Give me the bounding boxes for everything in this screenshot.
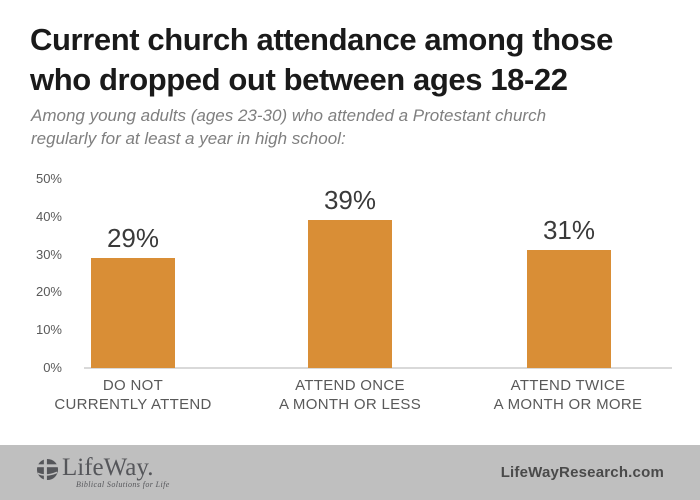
lifeway-globe-cross-icon	[36, 458, 59, 481]
chart-subtitle-line2: regularly for at least a year in high sc…	[31, 129, 346, 148]
chart-title-line1: Current church attendance among those	[30, 22, 613, 57]
lifeway-logo-tagline: Biblical Solutions for Life	[76, 480, 170, 489]
chart-subtitle: Among young adults (ages 23-30) who atte…	[31, 104, 651, 150]
bar-value-label: 29%	[106, 223, 160, 253]
x-label-line: ATTEND TWICE	[510, 377, 626, 394]
bar-value-label: 39%	[323, 185, 377, 215]
chart-subtitle-line1: Among young adults (ages 23-30) who atte…	[31, 106, 547, 125]
x-label-line: ATTEND ONCE	[295, 377, 405, 394]
y-tick-40: 40%	[35, 209, 62, 224]
bar-group-once-a-month-or-less: 39%	[308, 185, 392, 368]
y-tick-30: 30%	[35, 247, 62, 262]
chart-title: Current church attendance among those wh…	[30, 20, 680, 100]
x-label-line: DO NOT	[102, 377, 164, 394]
x-label-line: A MONTH OR MORE	[493, 396, 643, 413]
x-axis-baseline	[84, 367, 672, 369]
bar-group-twice-a-month-or-more: 31%	[527, 215, 611, 368]
x-label-twice-a-month-or-more: ATTEND TWICE A MONTH OR MORE	[448, 376, 688, 414]
chart-title-line2: who dropped out between ages 18-22	[30, 62, 568, 97]
y-tick-20: 20%	[35, 284, 62, 299]
lifeway-research-url: LifeWayResearch.com	[500, 464, 664, 481]
y-tick-50: 50%	[35, 171, 62, 186]
bar-do-not-attend	[91, 258, 175, 368]
bar-group-do-not-attend: 29%	[91, 223, 175, 368]
y-tick-0: 0%	[43, 360, 62, 375]
lifeway-logo-wordmark: LifeWay.	[62, 454, 154, 481]
y-tick-10: 10%	[35, 322, 62, 337]
footer-bar: LifeWay. Biblical Solutions for Life Lif…	[0, 445, 700, 500]
x-label-line: A MONTH OR LESS	[278, 396, 422, 413]
x-label-do-not-attend: DO NOT CURRENTLY ATTEND	[13, 376, 253, 414]
lifeway-logo: LifeWay. Biblical Solutions for Life	[36, 455, 170, 490]
lifeway-logo-text-block: LifeWay. Biblical Solutions for Life	[62, 455, 170, 490]
bar-value-label: 31%	[542, 215, 596, 245]
bar-twice-a-month-or-more	[527, 250, 611, 368]
x-label-once-a-month-or-less: ATTEND ONCE A MONTH OR LESS	[230, 376, 470, 414]
bar-once-a-month-or-less	[308, 220, 392, 368]
x-label-line: CURRENTLY ATTEND	[54, 396, 212, 413]
plot-area: 29% 39% 31%	[84, 178, 672, 369]
